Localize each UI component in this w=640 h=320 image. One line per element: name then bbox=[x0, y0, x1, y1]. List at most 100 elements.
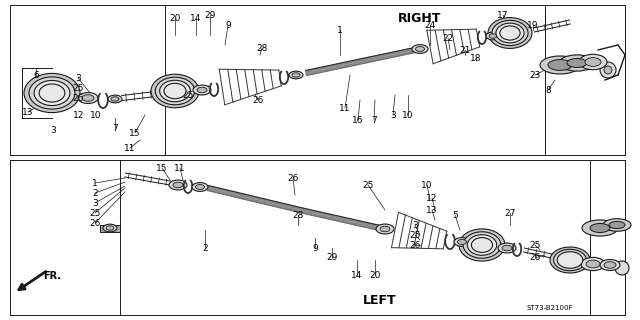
Text: FR.: FR. bbox=[43, 271, 61, 281]
Text: 12: 12 bbox=[426, 194, 438, 203]
Ellipse shape bbox=[169, 180, 187, 190]
Text: 2: 2 bbox=[202, 244, 208, 252]
Ellipse shape bbox=[111, 97, 119, 101]
Ellipse shape bbox=[34, 80, 70, 106]
Text: 15: 15 bbox=[156, 164, 168, 172]
Text: 3: 3 bbox=[390, 110, 396, 119]
Ellipse shape bbox=[173, 182, 183, 188]
Ellipse shape bbox=[376, 224, 394, 234]
Text: 13: 13 bbox=[22, 108, 34, 116]
Text: ST73-B2100F: ST73-B2100F bbox=[527, 305, 573, 311]
Text: 21: 21 bbox=[460, 45, 470, 54]
Ellipse shape bbox=[585, 58, 601, 67]
Text: 20: 20 bbox=[369, 270, 381, 279]
Ellipse shape bbox=[586, 260, 600, 268]
Ellipse shape bbox=[502, 245, 512, 251]
Text: 25: 25 bbox=[90, 209, 100, 218]
Ellipse shape bbox=[600, 260, 620, 270]
Text: 26: 26 bbox=[529, 253, 541, 262]
Text: 1: 1 bbox=[92, 179, 98, 188]
Ellipse shape bbox=[192, 183, 208, 191]
Ellipse shape bbox=[498, 243, 516, 253]
Ellipse shape bbox=[159, 80, 190, 102]
Text: LEFT: LEFT bbox=[363, 293, 397, 307]
Text: 25: 25 bbox=[410, 230, 420, 239]
Polygon shape bbox=[207, 186, 301, 212]
Ellipse shape bbox=[164, 83, 186, 99]
Ellipse shape bbox=[496, 23, 524, 43]
Text: 11: 11 bbox=[339, 103, 351, 113]
Ellipse shape bbox=[567, 59, 587, 68]
Text: 27: 27 bbox=[504, 209, 516, 218]
Ellipse shape bbox=[488, 18, 532, 48]
Text: RIGHT: RIGHT bbox=[398, 12, 442, 25]
Ellipse shape bbox=[458, 240, 467, 244]
Text: 14: 14 bbox=[190, 13, 202, 22]
Ellipse shape bbox=[581, 257, 605, 271]
Circle shape bbox=[600, 62, 616, 78]
Text: 10: 10 bbox=[403, 110, 413, 119]
Ellipse shape bbox=[603, 219, 631, 231]
Text: 8: 8 bbox=[545, 85, 551, 94]
Ellipse shape bbox=[459, 229, 505, 261]
Ellipse shape bbox=[106, 226, 114, 230]
Text: 25: 25 bbox=[182, 91, 194, 100]
Ellipse shape bbox=[472, 237, 493, 252]
Ellipse shape bbox=[78, 92, 98, 103]
Text: 7: 7 bbox=[371, 116, 377, 124]
Ellipse shape bbox=[554, 249, 586, 271]
Ellipse shape bbox=[559, 55, 595, 71]
Text: 9: 9 bbox=[312, 244, 318, 252]
Text: 22: 22 bbox=[442, 34, 454, 43]
Text: 13: 13 bbox=[426, 205, 438, 214]
Ellipse shape bbox=[467, 235, 497, 255]
Text: 10: 10 bbox=[90, 110, 102, 119]
Ellipse shape bbox=[24, 73, 80, 113]
Text: 26: 26 bbox=[90, 219, 100, 228]
Text: 29: 29 bbox=[326, 253, 338, 262]
Ellipse shape bbox=[492, 20, 528, 46]
Text: 25: 25 bbox=[529, 241, 541, 250]
Ellipse shape bbox=[500, 26, 520, 40]
Ellipse shape bbox=[454, 237, 470, 246]
Text: 3: 3 bbox=[412, 220, 418, 229]
Text: 19: 19 bbox=[527, 20, 539, 29]
Text: 7: 7 bbox=[112, 124, 118, 132]
Text: 11: 11 bbox=[124, 143, 136, 153]
Ellipse shape bbox=[548, 60, 572, 70]
Text: 3: 3 bbox=[92, 198, 98, 207]
Ellipse shape bbox=[412, 44, 428, 53]
Text: 1: 1 bbox=[337, 26, 343, 35]
Ellipse shape bbox=[582, 220, 618, 236]
Circle shape bbox=[615, 261, 629, 275]
Ellipse shape bbox=[108, 95, 122, 103]
Text: 26: 26 bbox=[252, 95, 264, 105]
Ellipse shape bbox=[151, 74, 199, 108]
Polygon shape bbox=[300, 208, 381, 230]
Text: 23: 23 bbox=[529, 70, 541, 79]
Text: 9: 9 bbox=[225, 20, 231, 29]
Ellipse shape bbox=[197, 87, 207, 93]
Ellipse shape bbox=[557, 252, 583, 268]
Circle shape bbox=[604, 66, 612, 74]
Text: 5: 5 bbox=[452, 211, 458, 220]
Text: 24: 24 bbox=[424, 20, 436, 29]
Ellipse shape bbox=[156, 77, 195, 105]
Ellipse shape bbox=[590, 223, 610, 233]
Text: 6: 6 bbox=[33, 70, 39, 79]
Ellipse shape bbox=[39, 84, 65, 102]
Text: 29: 29 bbox=[204, 11, 216, 20]
Ellipse shape bbox=[604, 262, 616, 268]
Text: 11: 11 bbox=[174, 164, 186, 172]
Text: 28: 28 bbox=[256, 44, 268, 52]
Ellipse shape bbox=[415, 46, 424, 52]
Ellipse shape bbox=[292, 73, 300, 77]
Bar bbox=[100, 225, 120, 232]
Text: 2: 2 bbox=[92, 188, 98, 197]
Text: 26: 26 bbox=[72, 93, 84, 102]
Text: 14: 14 bbox=[351, 270, 363, 279]
Ellipse shape bbox=[380, 226, 390, 232]
Ellipse shape bbox=[193, 85, 211, 95]
Ellipse shape bbox=[609, 221, 625, 228]
Text: 10: 10 bbox=[421, 180, 433, 189]
